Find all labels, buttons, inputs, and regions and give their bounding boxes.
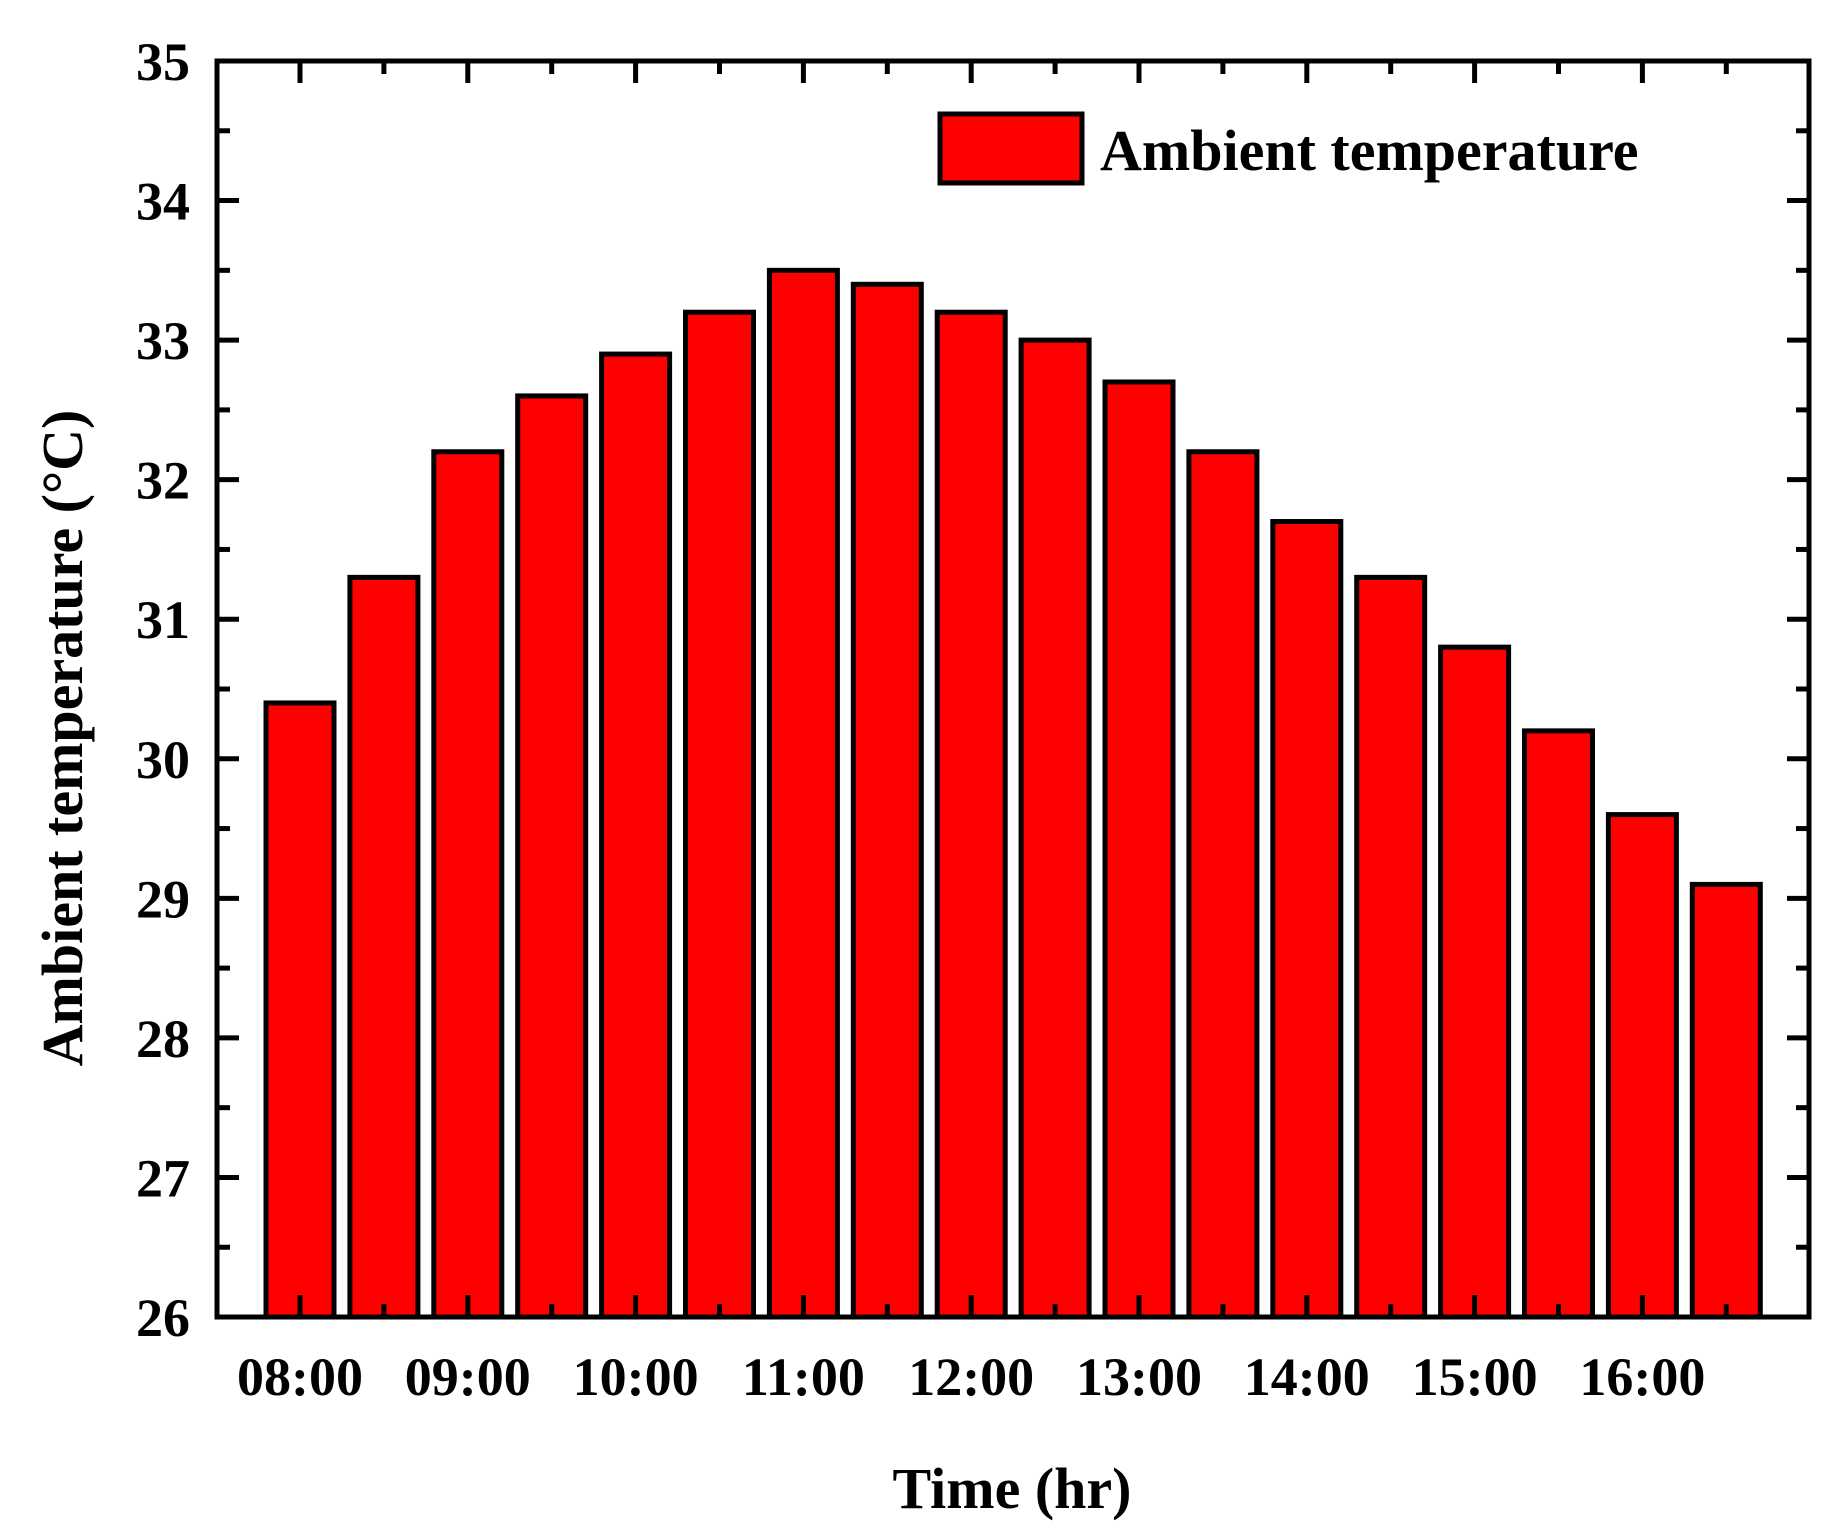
x-tick-label: 13:00 (1076, 1347, 1202, 1407)
bar (850, 281, 924, 1320)
y-tick-label: 34 (136, 172, 190, 232)
bar (683, 309, 756, 1320)
bar (1186, 449, 1260, 1320)
y-tick-labels: 26 27 28 29 30 31 32 33 34 35 (136, 32, 190, 1348)
bar (934, 309, 1008, 1320)
bar (515, 393, 589, 1320)
bar (1605, 812, 1679, 1320)
legend-label: Ambient temperature (1100, 118, 1639, 183)
x-tick-label: 10:00 (573, 1347, 699, 1407)
y-axis-label: Ambient temperature (°C) (30, 410, 95, 1067)
y-tick-label: 26 (136, 1288, 190, 1348)
bar (766, 267, 840, 1320)
y-tick-label: 31 (136, 590, 190, 650)
bar (431, 449, 505, 1320)
x-tick-label: 15:00 (1412, 1347, 1538, 1407)
legend: Ambient temperature (937, 111, 1639, 186)
bar (1018, 337, 1092, 1320)
y-tick-label: 32 (136, 451, 190, 511)
x-tick-label: 14:00 (1244, 1347, 1370, 1407)
plot-frame (214, 58, 1812, 1320)
y-tick-label: 30 (136, 730, 190, 790)
bar (263, 700, 337, 1320)
x-axis-label: Time (hr) (893, 1456, 1132, 1521)
y-tick-label: 27 (136, 1148, 190, 1208)
bar (347, 574, 421, 1320)
x-tick-label: 09:00 (405, 1347, 531, 1407)
bar (1354, 574, 1428, 1320)
x-tick-label: 16:00 (1579, 1347, 1705, 1407)
y-tick-label: 28 (136, 1009, 190, 1069)
x-tick-labels: 08:00 09:00 10:00 11:00 12:00 13:00 14:00 15:00… (237, 1347, 1705, 1407)
bar (1102, 379, 1176, 1320)
bars-layer (263, 267, 1763, 1320)
legend-swatch (937, 111, 1085, 186)
y-tick-label: 35 (136, 32, 190, 92)
x-tick-label: 08:00 (237, 1347, 363, 1407)
bar (1522, 728, 1595, 1320)
bar (1689, 881, 1763, 1320)
bar (1270, 519, 1344, 1320)
bar (1438, 644, 1512, 1320)
x-tick-label: 12:00 (908, 1347, 1034, 1407)
x-tick-label: 11:00 (742, 1347, 865, 1407)
y-tick-label: 33 (136, 311, 190, 371)
y-tick-label: 29 (136, 869, 190, 929)
bar (599, 351, 673, 1320)
